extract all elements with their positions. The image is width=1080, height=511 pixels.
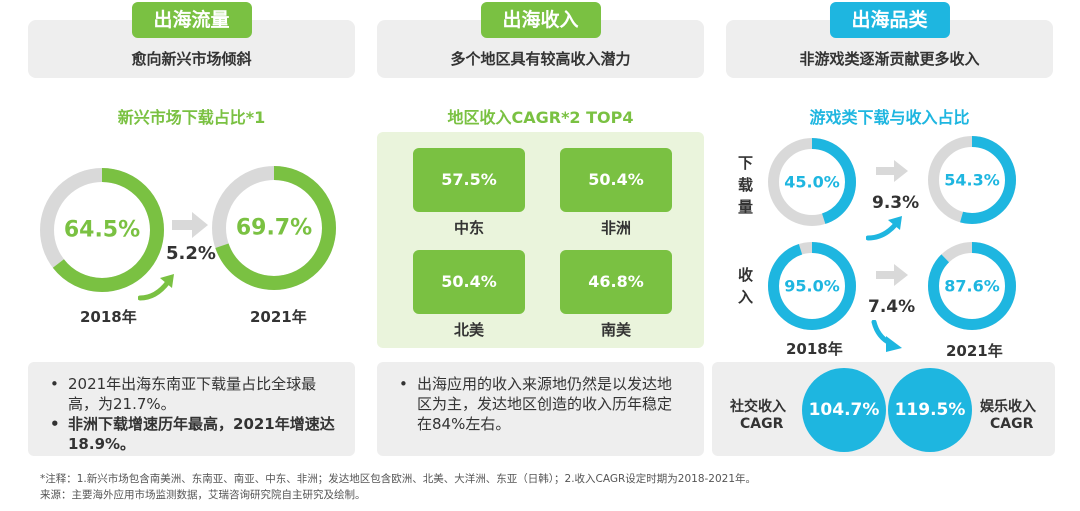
left-growth-value: 5.2% xyxy=(166,243,216,264)
panel-subtitle-traffic: 愈向新兴市场倾斜 xyxy=(131,50,252,68)
download-row-label: 下载量 xyxy=(738,154,754,216)
right-chart-title: 游戏类下载与收入占比 xyxy=(809,108,970,127)
region-label: 南美 xyxy=(600,321,631,339)
pill-traffic: 出海流量 xyxy=(131,2,252,38)
region-label: 中东 xyxy=(453,219,484,237)
donut-ring xyxy=(768,242,856,330)
donut-arc xyxy=(212,166,336,290)
panel-header-category: 出海品类 非游戏类逐渐贡献更多收入 xyxy=(726,2,1053,78)
region-value-box: 57.5% xyxy=(413,148,525,212)
donut-value-label: 54.3% xyxy=(944,170,1000,190)
footnote-source: 来源：主要海外应用市场监测数据，艾瑞咨询研究院自主研究及绘制。 xyxy=(40,489,366,501)
donut-2021-download-share: 69.7% xyxy=(212,166,336,290)
donut-2021-game-income: 87.6% xyxy=(928,242,1016,330)
growth-curve-arrow-icon xyxy=(138,274,174,301)
donut-value-label: 87.6% xyxy=(944,276,1000,296)
region-value-box: 50.4% xyxy=(413,250,525,314)
right-arrow-icon xyxy=(172,212,208,238)
region-value-box: 50.4% xyxy=(560,148,672,212)
left-notes: 2021年出海东南亚下载量占比全球最高，为21.7%。 非洲下载增速历年最高，2… xyxy=(28,362,355,456)
donut-ring xyxy=(212,166,336,290)
decline-curve-arrow-icon xyxy=(871,320,902,352)
panel-subtitle-category: 非游戏类逐渐贡献更多收入 xyxy=(799,50,980,68)
donut-arc xyxy=(768,242,856,330)
right-arrow-icon xyxy=(876,264,908,286)
donut-arc xyxy=(768,138,856,226)
pill-income: 出海收入 xyxy=(480,2,601,38)
year-label-2018: 2018年 xyxy=(80,308,137,326)
entertainment-cagr-label: 娱乐收入 xyxy=(980,399,1036,415)
entertainment-cagr-circle: 119.5% xyxy=(888,368,972,452)
donut-value-label: 95.0% xyxy=(784,276,840,296)
donut-2018-download-share: 64.5% xyxy=(40,168,164,292)
left-chart-title: 新兴市场下载占比*1 xyxy=(117,108,266,127)
social-cagr-label2: CAGR xyxy=(740,416,784,432)
growth-curve-arrow-icon xyxy=(866,216,902,241)
donut-arc xyxy=(928,136,1016,224)
middle-chart-title: 地区收入CAGR*2 TOP4 xyxy=(447,108,634,127)
donut-2018-game-download: 45.0% xyxy=(768,138,856,226)
pill-category: 出海品类 xyxy=(829,2,950,38)
middle-notes: 出海应用的收入来源地仍然是以发达地区为主，发达地区创造的收入历年稳定在84%左右… xyxy=(377,362,704,456)
donut-value-label: 64.5% xyxy=(63,217,141,243)
note-bullet: 出海应用的收入来源地仍然是以发达地区为主，发达地区创造的收入历年稳定在84%左右… xyxy=(399,374,686,434)
right-arrow-icon xyxy=(876,160,908,182)
panel-header-traffic: 出海流量 愈向新兴市场倾斜 xyxy=(28,2,355,78)
donut-ring xyxy=(928,242,1016,330)
donut-arc xyxy=(928,242,1016,330)
donut-arc xyxy=(40,168,164,292)
entertainment-cagr-label2: CAGR xyxy=(990,416,1034,432)
year-label-2021: 2021年 xyxy=(946,342,1003,360)
donut-2021-game-download: 54.3% xyxy=(928,136,1016,224)
donut-value-label: 69.7% xyxy=(235,215,313,241)
year-label-2018: 2018年 xyxy=(786,340,843,358)
social-cagr-label: 社交收入 xyxy=(730,399,786,415)
region-value-box: 46.8% xyxy=(560,250,672,314)
panel-header-income: 出海收入 多个地区具有较高收入潜力 xyxy=(377,2,704,78)
donut-value-label: 45.0% xyxy=(784,172,840,192)
donut-2018-game-income: 95.0% xyxy=(768,242,856,330)
donut-ring xyxy=(928,136,1016,224)
social-cagr-circle: 104.7% xyxy=(802,368,886,452)
donut-ring xyxy=(768,138,856,226)
donut-ring xyxy=(40,168,164,292)
panel-subtitle-income: 多个地区具有较高收入潜力 xyxy=(450,50,631,68)
income-row-label: 收入 xyxy=(738,266,754,306)
year-label-2021: 2021年 xyxy=(250,308,307,326)
region-label: 北美 xyxy=(453,321,484,339)
note-bullet: 非洲下载增速历年最高，2021年增速达18.9%。 xyxy=(50,414,337,454)
region-label: 非洲 xyxy=(600,219,631,237)
income-growth-value: 7.4% xyxy=(868,297,916,317)
footnote-note: *注释：1.新兴市场包含南美洲、东南亚、南亚、中东、非洲；发达地区包含欧洲、北美… xyxy=(40,473,757,485)
note-bullet: 2021年出海东南亚下载量占比全球最高，为21.7%。 xyxy=(50,374,337,414)
download-growth-value: 9.3% xyxy=(872,193,920,213)
